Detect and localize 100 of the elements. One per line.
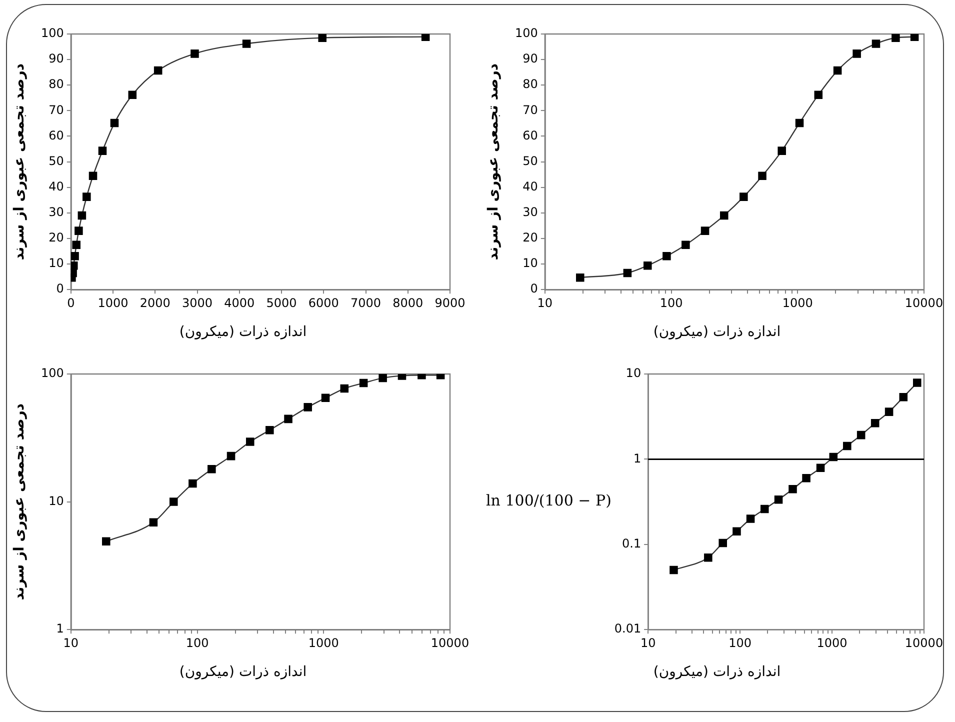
point	[623, 268, 632, 278]
y-tick-label: 0.01	[614, 622, 642, 636]
point	[829, 452, 838, 462]
y-axis-title: ln 100/(100 − P)	[486, 492, 612, 510]
x-tick-label: 8000	[392, 296, 424, 310]
x-tick-label: 1000	[782, 296, 813, 310]
point	[778, 146, 786, 155]
point	[246, 438, 254, 446]
point	[682, 240, 690, 250]
x-tick-label: 10	[640, 636, 656, 650]
point	[70, 261, 78, 270]
y-tick-label: 70	[48, 102, 64, 117]
point	[318, 34, 327, 42]
point	[774, 496, 783, 504]
point	[128, 90, 137, 99]
point	[912, 378, 922, 387]
point	[843, 442, 852, 450]
point	[110, 118, 119, 128]
point	[700, 226, 710, 235]
x-tick-label: 1000	[308, 636, 339, 650]
y-tick-label: 100	[515, 26, 538, 40]
point	[359, 378, 368, 388]
y-tick-label: 10	[626, 366, 642, 380]
point	[208, 465, 216, 474]
y-tick-label: 90	[522, 52, 538, 66]
y-tick-label: 10	[48, 494, 64, 508]
y-tick-label: 30	[48, 205, 64, 220]
point	[732, 527, 741, 536]
y-tick-label: 20	[48, 230, 64, 245]
point	[82, 192, 91, 201]
y-tick-label: 100	[41, 26, 64, 40]
x-tick-label: 10	[537, 296, 553, 310]
x-axis-title: اندازه ذرات (میکرون)	[179, 664, 307, 680]
y-tick-label: 50	[48, 154, 64, 168]
x-tick-label: 10000	[904, 636, 944, 650]
y-axis-title: درصد تجمعی عبوری از سرند	[12, 63, 28, 260]
x-tick-label: 7000	[350, 296, 382, 310]
y-tick-label: 20	[522, 230, 538, 245]
point	[856, 430, 866, 440]
point	[870, 419, 880, 428]
point	[910, 34, 919, 41]
y-tick-label: 80	[48, 77, 64, 92]
x-tick-label: 1000	[816, 636, 848, 650]
point	[788, 485, 797, 494]
y-tick-label: 30	[522, 205, 538, 220]
point	[852, 50, 861, 58]
x-tick-label: 4000	[224, 296, 255, 310]
y-tick-label: 60	[48, 128, 64, 142]
point	[884, 408, 894, 416]
point	[421, 34, 430, 41]
point	[814, 90, 823, 99]
y-tick-label: 40	[522, 179, 538, 194]
y-tick-label: 0.1	[622, 536, 642, 551]
point	[872, 40, 880, 48]
y-tick-label: 60	[522, 128, 538, 142]
x-tick-label: 1000	[98, 296, 128, 310]
y-tick-label: 90	[48, 52, 64, 66]
point	[72, 240, 81, 250]
point	[188, 479, 197, 488]
x-tick-label: 9000	[434, 296, 466, 310]
x-tick-label: 10000	[904, 296, 944, 310]
x-axis-title: اندازه ذرات (میکرون)	[653, 324, 781, 340]
point	[378, 374, 387, 382]
x-tick-label: 5000	[266, 296, 297, 310]
x-axis-title: اندازه ذرات (میکرون)	[653, 664, 781, 680]
point	[304, 403, 312, 412]
point	[266, 426, 274, 434]
y-tick-label: 0	[530, 282, 538, 296]
x-tick-label: 2000	[140, 296, 170, 310]
point	[802, 474, 810, 482]
point	[284, 414, 292, 424]
point	[718, 538, 727, 548]
x-tick-label: 6000	[308, 296, 339, 310]
point	[169, 498, 178, 506]
y-tick-label: 10	[522, 256, 538, 270]
point	[892, 34, 900, 42]
point	[149, 518, 158, 527]
point	[74, 226, 83, 235]
x-tick-label: 100	[728, 636, 752, 650]
point	[88, 172, 98, 180]
point	[190, 50, 199, 58]
point	[740, 192, 748, 201]
y-tick-label: 80	[522, 77, 538, 92]
point	[758, 172, 766, 180]
point	[643, 261, 652, 270]
x-tick-label: 100	[660, 296, 683, 310]
y-tick-label: 1	[633, 451, 642, 466]
x-tick-label: 0	[67, 296, 75, 310]
y-tick-label: 70	[522, 102, 538, 117]
point	[720, 211, 728, 220]
point	[154, 66, 162, 75]
y-tick-label: 0	[56, 282, 64, 296]
point	[98, 146, 107, 155]
point	[78, 211, 86, 220]
y-tick-label: 40	[48, 179, 64, 194]
point	[746, 514, 755, 523]
y-tick-label: 1	[56, 622, 64, 636]
point	[833, 66, 842, 75]
point	[340, 384, 349, 393]
point	[795, 118, 804, 128]
